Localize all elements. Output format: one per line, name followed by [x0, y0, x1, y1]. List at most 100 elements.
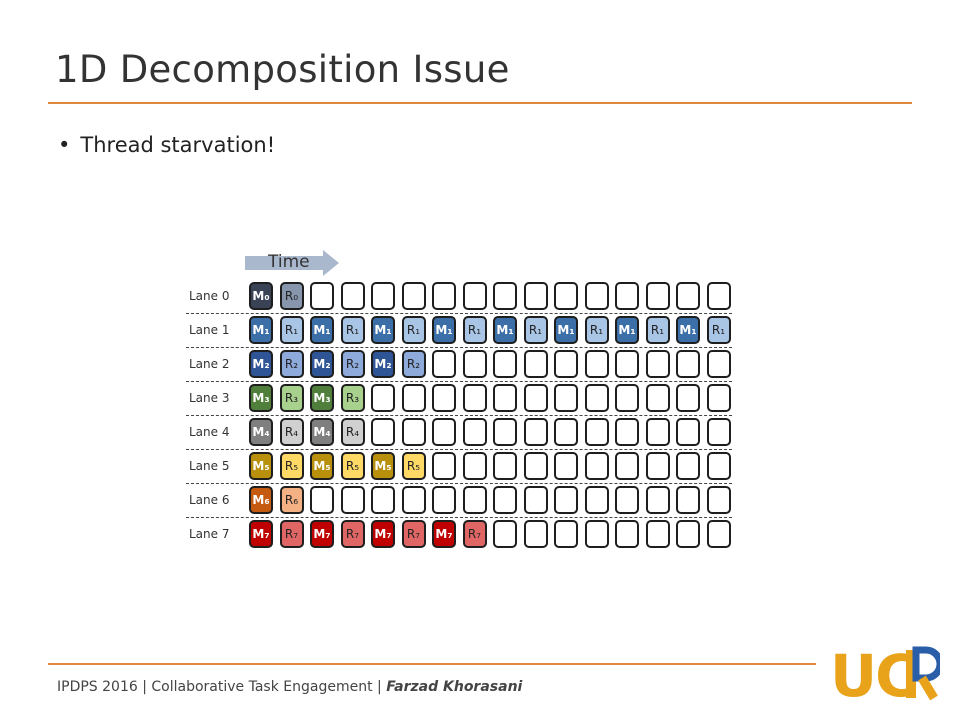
- empty-slot-cell: [615, 350, 639, 378]
- reduce-task-cell: R₁: [340, 316, 365, 344]
- empty-slot-cell: [554, 282, 578, 310]
- empty-slot-cell: [676, 384, 700, 412]
- empty-slot-cell: [462, 418, 487, 446]
- empty-slot-cell: [493, 520, 517, 548]
- empty-slot-cell: [432, 418, 456, 446]
- lane-label: Lane 0: [189, 289, 230, 303]
- empty-slot-cell: [462, 384, 487, 412]
- time-arrow-icon: [245, 250, 339, 276]
- empty-slot-cell: [584, 520, 609, 548]
- empty-slot-cell: [371, 486, 395, 514]
- reduce-task-cell: R₄: [340, 418, 365, 446]
- empty-slot-cell: [615, 384, 639, 412]
- lane-label: Lane 4: [189, 425, 230, 439]
- empty-slot-cell: [371, 282, 395, 310]
- empty-slot-cell: [523, 350, 548, 378]
- empty-slot-cell: [432, 384, 456, 412]
- bullet-dot: •: [58, 133, 71, 157]
- empty-slot-cell: [584, 418, 609, 446]
- empty-slot-cell: [645, 452, 670, 480]
- lane-separator: [186, 313, 732, 314]
- empty-slot-cell: [310, 486, 334, 514]
- lane-separator: [186, 483, 732, 484]
- reduce-task-cell: R₂: [340, 350, 365, 378]
- empty-slot-cell: [645, 384, 670, 412]
- reduce-task-cell: R₅: [340, 452, 365, 480]
- map-task-cell: M₄: [310, 418, 334, 446]
- time-label: Time: [268, 252, 310, 272]
- empty-slot-cell: [706, 452, 731, 480]
- empty-slot-cell: [493, 452, 517, 480]
- map-task-cell: M₂: [249, 350, 273, 378]
- empty-slot-cell: [584, 452, 609, 480]
- map-task-cell: M₁: [371, 316, 395, 344]
- map-task-cell: M₅: [249, 452, 273, 480]
- empty-slot-cell: [401, 384, 426, 412]
- lane-separator: [186, 415, 732, 416]
- empty-slot-cell: [676, 520, 700, 548]
- reduce-task-cell: R₁: [645, 316, 670, 344]
- empty-slot-cell: [645, 486, 670, 514]
- map-task-cell: M₁: [310, 316, 334, 344]
- lane-label: Lane 1: [189, 323, 230, 337]
- footer-separator: |: [142, 679, 147, 695]
- empty-slot-cell: [340, 282, 365, 310]
- empty-slot-cell: [706, 350, 731, 378]
- empty-slot-cell: [554, 520, 578, 548]
- empty-slot-cell: [310, 282, 334, 310]
- reduce-task-cell: R₇: [401, 520, 426, 548]
- empty-slot-cell: [706, 520, 731, 548]
- reduce-task-cell: R₁: [462, 316, 487, 344]
- empty-slot-cell: [523, 520, 548, 548]
- empty-slot-cell: [493, 418, 517, 446]
- footer-conference: IPDPS 2016: [57, 679, 138, 695]
- empty-slot-cell: [706, 282, 731, 310]
- map-task-cell: M₃: [249, 384, 273, 412]
- bullet-item: • Thread starvation!: [58, 133, 275, 157]
- empty-slot-cell: [462, 282, 487, 310]
- footer: IPDPS 2016 | Collaborative Task Engageme…: [57, 679, 522, 695]
- ucr-logo: UC: [830, 642, 940, 702]
- reduce-task-cell: R₄: [279, 418, 304, 446]
- lane-label: Lane 7: [189, 527, 230, 541]
- empty-slot-cell: [523, 384, 548, 412]
- map-task-cell: M₅: [310, 452, 334, 480]
- map-task-cell: M₁: [615, 316, 639, 344]
- empty-slot-cell: [371, 418, 395, 446]
- footer-rule: [48, 663, 816, 665]
- footer-separator-2: |: [377, 679, 382, 695]
- reduce-task-cell: R₁: [523, 316, 548, 344]
- empty-slot-cell: [493, 282, 517, 310]
- empty-slot-cell: [584, 486, 609, 514]
- reduce-task-cell: R₂: [279, 350, 304, 378]
- reduce-task-cell: R₇: [462, 520, 487, 548]
- footer-author: Farzad Khorasani: [386, 679, 523, 695]
- reduce-task-cell: R₇: [340, 520, 365, 548]
- empty-slot-cell: [432, 350, 456, 378]
- map-task-cell: M₁: [432, 316, 456, 344]
- empty-slot-cell: [676, 452, 700, 480]
- map-task-cell: M₁: [554, 316, 578, 344]
- lane-separator: [186, 347, 732, 348]
- map-task-cell: M₄: [249, 418, 273, 446]
- empty-slot-cell: [401, 486, 426, 514]
- reduce-task-cell: R₇: [279, 520, 304, 548]
- reduce-task-cell: R₁: [401, 316, 426, 344]
- title-rule: [48, 102, 912, 104]
- empty-slot-cell: [706, 418, 731, 446]
- empty-slot-cell: [554, 452, 578, 480]
- map-task-cell: M₇: [310, 520, 334, 548]
- reduce-task-cell: R₁: [279, 316, 304, 344]
- ucr-logo-text: UC: [830, 642, 916, 702]
- empty-slot-cell: [462, 350, 487, 378]
- empty-slot-cell: [706, 486, 731, 514]
- empty-slot-cell: [584, 350, 609, 378]
- empty-slot-cell: [676, 282, 700, 310]
- map-task-cell: M₇: [371, 520, 395, 548]
- empty-slot-cell: [493, 486, 517, 514]
- lane-separator: [186, 449, 732, 450]
- map-task-cell: M₃: [310, 384, 334, 412]
- map-task-cell: M₀: [249, 282, 273, 310]
- map-task-cell: M₆: [249, 486, 273, 514]
- reduce-task-cell: R₅: [401, 452, 426, 480]
